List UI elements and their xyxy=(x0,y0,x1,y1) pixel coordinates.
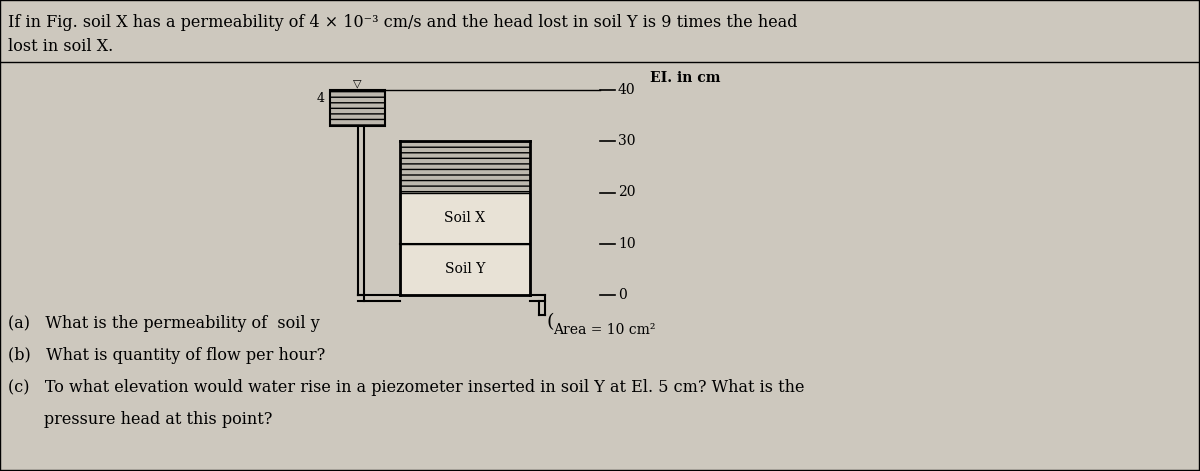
Bar xyxy=(400,141,530,193)
Text: EI. in cm: EI. in cm xyxy=(650,71,720,85)
Text: 20: 20 xyxy=(618,186,636,200)
Bar xyxy=(400,193,530,244)
Text: If in Fig. soil X has a permeability of 4 × 10⁻³ cm/s and the head lost in soil : If in Fig. soil X has a permeability of … xyxy=(8,14,798,31)
Text: pressure head at this point?: pressure head at this point? xyxy=(8,411,272,428)
Text: ▽: ▽ xyxy=(353,78,361,88)
Text: 4: 4 xyxy=(317,92,325,105)
Text: Area = 10 cm²: Area = 10 cm² xyxy=(553,323,655,337)
Text: (b)   What is quantity of flow per hour?: (b) What is quantity of flow per hour? xyxy=(8,347,325,364)
Text: 40: 40 xyxy=(618,83,636,97)
Bar xyxy=(400,244,530,295)
Text: Soil Y: Soil Y xyxy=(445,262,485,276)
Text: (: ( xyxy=(547,313,554,331)
Text: 0: 0 xyxy=(618,288,626,302)
Text: (c)   To what elevation would water rise in a piezometer inserted in soil Y at E: (c) To what elevation would water rise i… xyxy=(8,379,804,396)
Bar xyxy=(330,90,385,126)
Text: 30: 30 xyxy=(618,134,636,148)
Text: 10: 10 xyxy=(618,237,636,251)
Text: (a)   What is the permeability of  soil y: (a) What is the permeability of soil y xyxy=(8,315,319,332)
Text: Soil X: Soil X xyxy=(444,211,486,225)
Text: lost in soil X.: lost in soil X. xyxy=(8,38,113,55)
